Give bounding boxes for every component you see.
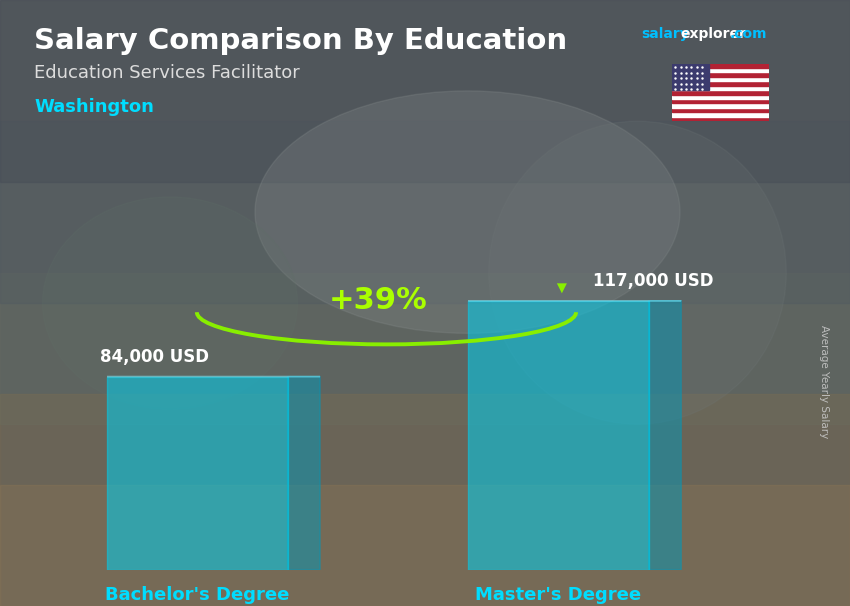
Bar bbox=[672, 108, 769, 112]
Bar bbox=[672, 117, 769, 121]
Text: 84,000 USD: 84,000 USD bbox=[99, 348, 209, 366]
Bar bbox=[672, 104, 769, 108]
Bar bbox=[0, 273, 850, 424]
Bar bbox=[672, 73, 769, 77]
Text: +39%: +39% bbox=[328, 286, 428, 315]
Bar bbox=[672, 112, 769, 117]
Bar bbox=[672, 77, 769, 81]
Polygon shape bbox=[287, 376, 320, 570]
Text: Education Services Facilitator: Education Services Facilitator bbox=[34, 64, 300, 82]
Text: Salary Comparison By Education: Salary Comparison By Education bbox=[34, 27, 567, 55]
Text: 117,000 USD: 117,000 USD bbox=[592, 272, 713, 290]
Text: explorer: explorer bbox=[680, 27, 746, 41]
Bar bbox=[0, 121, 850, 303]
Polygon shape bbox=[649, 301, 681, 570]
Text: Washington: Washington bbox=[34, 98, 154, 116]
Bar bbox=[672, 86, 769, 90]
Ellipse shape bbox=[255, 91, 680, 333]
Bar bbox=[0, 0, 850, 182]
Ellipse shape bbox=[489, 121, 786, 424]
Bar bbox=[672, 64, 709, 90]
Bar bbox=[0, 485, 850, 606]
Bar bbox=[672, 68, 769, 73]
Bar bbox=[468, 301, 649, 570]
Bar bbox=[672, 95, 769, 99]
Bar bbox=[672, 90, 769, 95]
Bar bbox=[672, 64, 769, 68]
Text: salary: salary bbox=[642, 27, 689, 41]
Bar bbox=[672, 99, 769, 104]
Text: Average Yearly Salary: Average Yearly Salary bbox=[819, 325, 829, 438]
Text: .com: .com bbox=[729, 27, 767, 41]
Ellipse shape bbox=[42, 197, 298, 409]
Bar bbox=[672, 81, 769, 86]
Bar bbox=[0, 394, 850, 606]
Bar bbox=[107, 376, 287, 570]
